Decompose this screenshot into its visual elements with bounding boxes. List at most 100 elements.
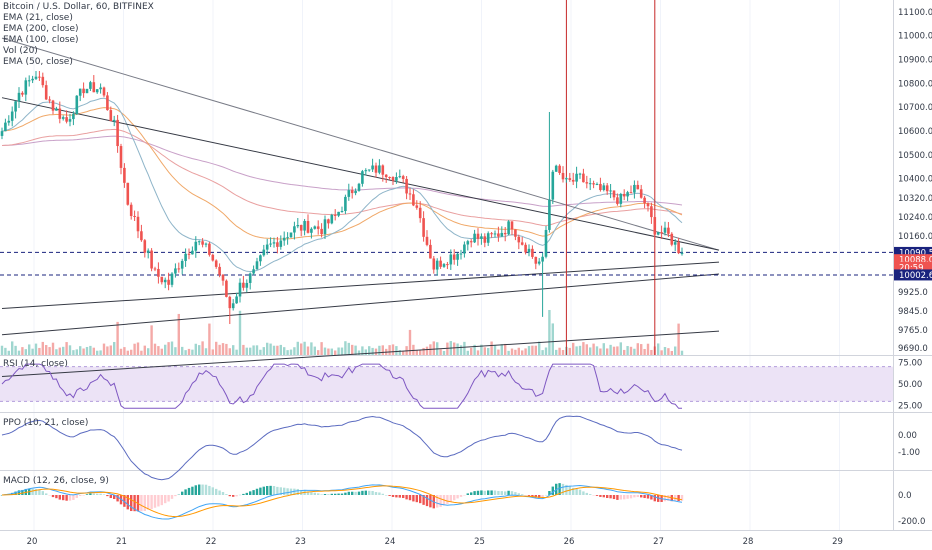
candle (167, 272, 170, 291)
macd-hist-bar (514, 492, 517, 495)
macd-hist-bar (306, 491, 310, 495)
macd-hist-bar (466, 493, 469, 495)
volume-bar (48, 347, 51, 355)
macd-hist-bar (592, 495, 595, 496)
candle (384, 174, 388, 183)
macd-hist-bar (153, 495, 157, 508)
candle (21, 91, 24, 97)
candle (446, 261, 449, 270)
indicator-ema100[interactable]: EMA (100, close) (3, 35, 79, 45)
macd-hist-bar (667, 495, 670, 501)
candle-body (129, 204, 133, 216)
macd-hist-bar (388, 495, 391, 496)
volume-bar (463, 341, 466, 355)
candle-body (58, 108, 62, 119)
volume-bar (459, 345, 463, 355)
volume-bar (252, 345, 255, 355)
candle (367, 169, 371, 172)
macd-hist-bar (75, 495, 78, 498)
candle (157, 262, 160, 284)
macd-hist-bar (381, 493, 384, 495)
price-axis-tick: 10700.0 (898, 103, 932, 113)
macd-hist-bar (599, 495, 602, 497)
time-axis-tick: 28 (743, 537, 754, 547)
macd-hist-bar (385, 494, 388, 496)
candle-body (282, 237, 286, 241)
candle (95, 89, 99, 94)
candle (72, 111, 75, 126)
candle-body (476, 233, 480, 239)
macd-hist-bar (218, 490, 221, 495)
candle (480, 233, 483, 245)
volume-bar (623, 349, 626, 355)
macd-hist-bar (680, 495, 684, 501)
volume-bar (507, 350, 510, 355)
volume-bar (633, 348, 636, 355)
time-axis-tick: 29 (832, 537, 843, 547)
candle-body (276, 242, 279, 247)
candle-body (663, 227, 667, 233)
time-axis-tick: 21 (116, 537, 127, 547)
candle (177, 262, 181, 273)
candle (235, 292, 238, 304)
volume-bar (313, 346, 316, 355)
indicator-volume[interactable]: Vol (20) (3, 46, 38, 56)
candle (58, 101, 62, 124)
ppo-pane-label[interactable]: PPO (10, 21, close) (3, 418, 89, 428)
candle-body (347, 190, 351, 197)
price-tag: 20:59 (894, 261, 932, 273)
candle (459, 249, 463, 260)
candle-body (633, 184, 636, 193)
macd-hist-bar (187, 487, 191, 495)
indicator-ema21[interactable]: EMA (21, close) (3, 13, 73, 23)
candle-body (289, 232, 293, 238)
indicator-ema200[interactable]: EMA (200, close) (3, 24, 79, 34)
candle-body (517, 236, 521, 243)
volume-bar (194, 343, 197, 355)
candle-body (272, 242, 276, 244)
candle-body (7, 120, 11, 123)
candle-body (452, 254, 456, 260)
volume-bar (680, 350, 684, 355)
macd-hist-bar (629, 495, 633, 499)
volume-bar (310, 342, 313, 355)
macd-hist-bar (68, 495, 72, 501)
macd-hist-bar (582, 491, 585, 495)
candle-body (395, 177, 398, 181)
macd-hist-bar (133, 495, 136, 512)
volume-bar (235, 349, 238, 355)
volume-bar (476, 350, 480, 355)
candle-body (333, 214, 337, 216)
volume-bar (619, 342, 622, 355)
volume-bar (490, 341, 493, 355)
candle (279, 235, 283, 250)
macd-pane-label[interactable]: MACD (12, 26, close, 9) (3, 476, 109, 486)
macd-hist-bar (79, 495, 82, 496)
candle (41, 72, 45, 88)
candle (599, 177, 602, 192)
indicator-ema50[interactable]: EMA (50, close) (3, 57, 73, 67)
volume-bar (521, 350, 524, 355)
volume-bar (225, 343, 228, 355)
candle (197, 240, 201, 246)
candle (534, 256, 538, 270)
candle (561, 166, 565, 183)
macd-hist-bar (419, 495, 422, 504)
macd-hist-bar (595, 495, 599, 496)
candle (497, 226, 500, 242)
candle (228, 295, 232, 325)
macd-hist-bar (493, 490, 497, 495)
rsi-pane-label[interactable]: RSI (14, close) (3, 359, 68, 369)
volume-bar (660, 350, 663, 355)
symbol-title[interactable]: Bitcoin / U.S. Dollar, 60, BITFINEX (3, 2, 154, 12)
macd-hist-bar (238, 494, 242, 496)
macd-hist-bar (323, 494, 327, 495)
rsi-axis-tick: 75.00 (898, 358, 922, 368)
candle (129, 202, 133, 220)
candle-body (585, 182, 589, 184)
rsi-axis-tick: 50.00 (898, 380, 922, 390)
volume-bar (41, 341, 44, 355)
candle (585, 175, 589, 189)
